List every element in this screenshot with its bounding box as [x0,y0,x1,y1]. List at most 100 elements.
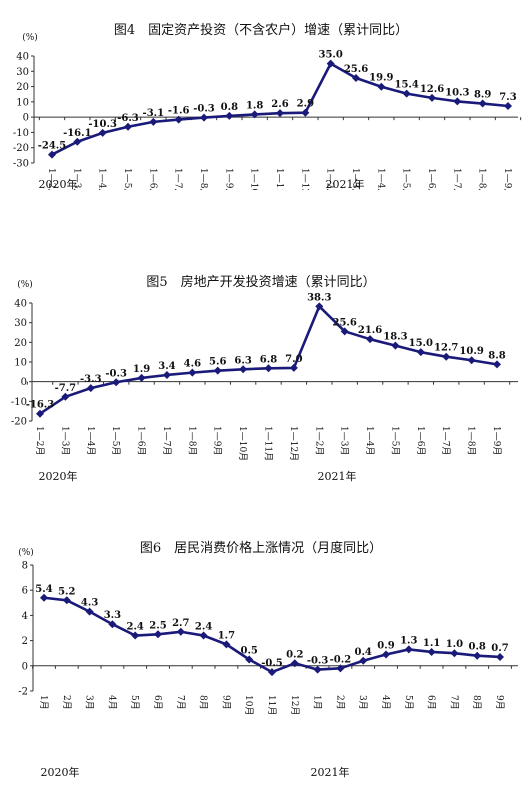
data-label: 19.9 [369,73,393,84]
data-label: 21.6 [358,325,382,336]
y-tick-label: 20 [16,82,29,93]
data-label: -0.3 [307,656,329,667]
x-tick-label: 1—8月 [477,168,488,190]
x-tick-label: 1—6月 [415,426,426,455]
data-point-marker [416,348,425,357]
data-point-marker [250,110,259,119]
x-tick-label: 9月 [220,695,231,710]
x-tick-label: 1—10月 [249,168,260,190]
x-tick-label: 8月 [471,695,482,710]
data-label: 0.8 [468,642,485,653]
data-label: 1.8 [246,100,263,111]
data-point-marker [239,365,248,374]
data-label: 2.5 [149,620,166,631]
year-label: 2020年 [41,765,80,779]
data-point-marker [313,665,322,674]
data-label: 15.0 [409,338,433,349]
x-tick-label: 1—2月 [46,168,57,190]
chart-svg: 图5 房地产开发投资增速（累计同比） (%) 40 30 20 10 0 -10 -20 1—2月… [11,274,518,483]
data-label: 12.6 [420,84,444,95]
data-label: 8.9 [474,90,491,101]
data-point-marker [61,392,70,401]
data-label: -3.3 [80,374,102,385]
x-tick-label: 12月 [289,695,300,715]
x-tick-label: 1—3月 [71,168,82,190]
y-tick-label: 10 [16,97,29,108]
data-point-marker [264,364,273,373]
y-tick-label: 0 [21,377,27,388]
data-point-marker [225,111,234,120]
x-tick-label: 1—4月 [364,426,375,455]
data-point-marker [73,137,82,146]
data-label: 3.4 [158,361,175,372]
x-tick-label: 1—9月 [491,426,502,455]
x-tick-label: 7月 [448,695,459,710]
x-tick-label: 1月 [38,695,49,710]
data-label: 4.6 [184,359,201,370]
data-label: 5.6 [209,357,226,368]
data-point-marker [131,631,140,640]
data-label: -24.5 [38,141,67,152]
x-tick-label: 1—5月 [401,168,412,190]
data-point-marker [48,150,56,159]
y-tick-label: 40 [16,52,29,63]
y-tick-label: 30 [14,318,27,329]
y-tick-label: 30 [16,67,29,78]
x-tick-label: 9月 [494,695,505,710]
data-point-marker [137,373,146,382]
data-point-marker [188,368,197,377]
x-tick-label: 6月 [152,695,163,710]
data-point-marker [301,108,310,117]
year-label: 2021年 [311,765,350,779]
x-tick-label: 1—3月 [59,426,70,455]
data-point-marker [493,360,501,369]
data-label: 3.3 [104,610,121,621]
chart-svg: 图6 居民消费价格上涨情况（月度同比） (%) 8 6 4 2 0 -2 1月 2月 3月 4月 5月 6… [18,540,518,779]
x-tick-label: 3月 [84,695,95,710]
data-point-marker [162,370,171,379]
x-tick-label: 1—12月 [299,168,310,190]
x-tick-label: 1—7月 [451,168,462,190]
x-tick-label: 1—6月 [136,426,147,455]
data-point-marker [467,356,476,365]
data-point-marker [154,630,162,639]
data-label: -10.3 [88,119,117,130]
y-axis-unit-label: (%) [18,547,34,558]
data-point-marker [222,640,231,649]
data-point-marker [382,650,390,659]
y-tick-label: -2 [18,687,28,698]
x-tick-label: 5月 [403,695,414,710]
x-tick-label: 1—7月 [161,426,172,455]
x-tick-label: 8月 [198,695,209,710]
data-label: -0.3 [193,104,215,115]
data-label: 18.3 [383,332,407,343]
data-label: 4.3 [81,598,98,609]
chart-title: 图4 固定资产投资（不含农户）增速（累计同比） [114,22,408,38]
data-label: 0.8 [221,102,238,113]
year-label: 2021年 [318,469,357,483]
data-label: -0.5 [261,658,283,669]
data-point-marker [62,596,71,605]
y-axis-unit-label: (%) [22,32,38,43]
y-tick-label: -20 [11,417,27,428]
data-point-marker [174,115,183,124]
data-label: 2.7 [172,618,189,629]
data-label: 10.3 [445,87,469,98]
x-tick-label: 1—9月 [223,168,234,190]
data-point-marker [473,651,482,660]
chart-title: 图6 居民消费价格上涨情况（月度同比） [140,540,382,556]
data-label: 2.6 [271,99,288,110]
x-tick-label: 1—5月 [389,426,400,455]
data-point-marker [289,363,298,372]
data-point-marker [315,302,324,311]
x-tick-label: 4月 [380,695,391,710]
data-label: 6.3 [234,355,251,366]
data-label: -6.3 [117,113,139,124]
x-tick-label: 1—9月 [212,426,223,455]
data-label: 25.6 [344,64,368,75]
data-label: 1.9 [133,364,150,375]
y-axis-unit-label: (%) [17,279,33,290]
data-label: 0.9 [377,640,394,651]
chart-title: 图5 房地产开发投资增速（累计同比） [146,274,375,290]
data-label: 38.3 [307,292,331,303]
